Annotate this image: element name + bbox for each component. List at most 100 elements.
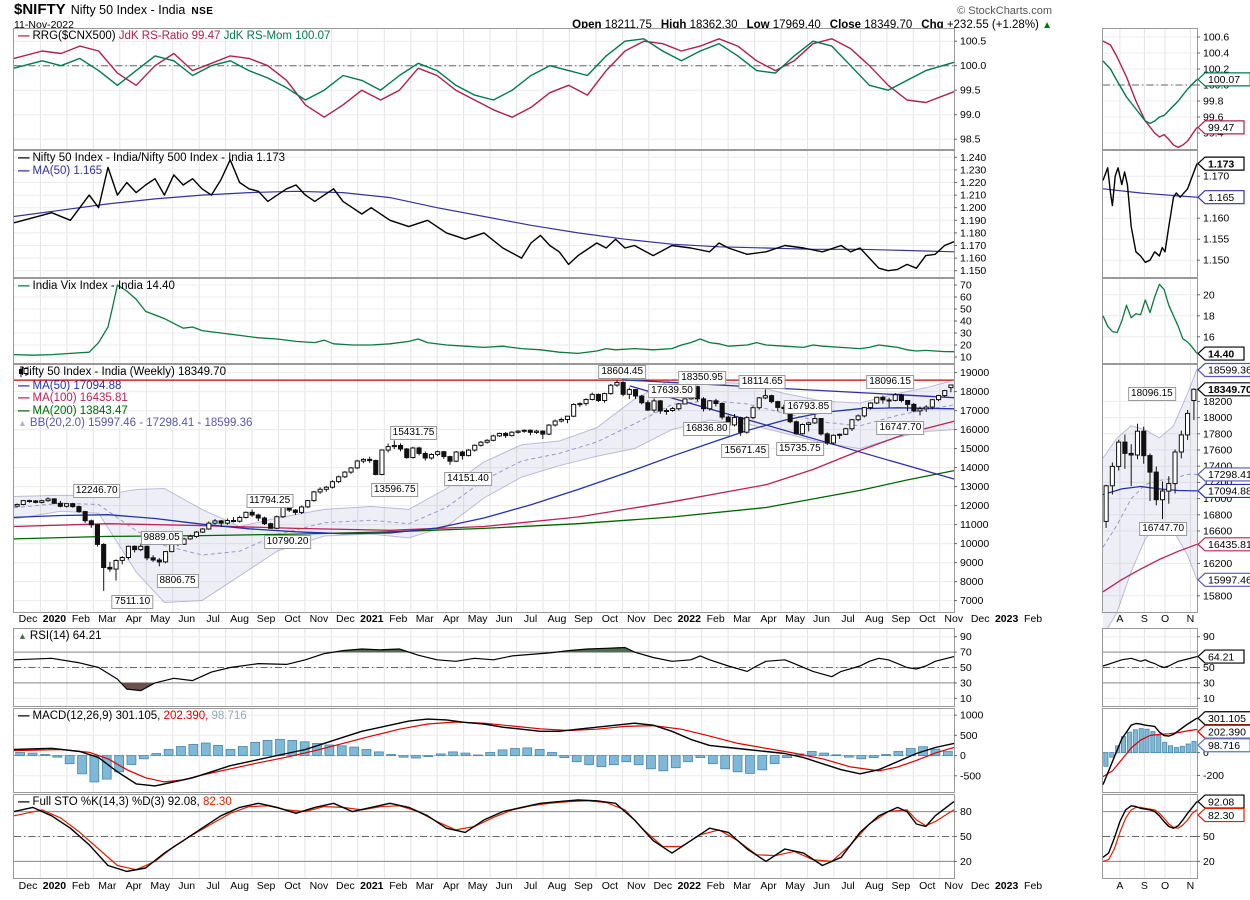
- x-axis-label: 2022: [677, 613, 701, 625]
- svg-text:15997.46: 15997.46: [1208, 575, 1250, 587]
- svg-text:1.150: 1.150: [1203, 255, 1229, 267]
- x-axis-label: Jul: [206, 880, 220, 892]
- panel-vix: 70 60 50 40 30 20 10— India Vix Index - India 1…: [13, 278, 972, 364]
- line-swatch-icon: —: [18, 30, 30, 42]
- x-axis-label: Oct: [284, 613, 301, 625]
- svg-text:20: 20: [1203, 289, 1215, 301]
- x-axis-label: 2021: [360, 613, 384, 625]
- stockcharts-copyright-link[interactable]: © StockCharts.com: [957, 5, 1052, 17]
- x-axis-label: Mar: [733, 880, 752, 892]
- svg-text:70: 70: [960, 280, 972, 292]
- x-axis-label: Feb: [1024, 613, 1043, 625]
- panel-macd: 1000 500 0 -500 — MACD(12,26,9) 301.105, 202.…: [13, 708, 984, 793]
- legend-text: 82.30: [202, 796, 232, 808]
- svg-text:202.390: 202.390: [1208, 726, 1246, 738]
- x-axis-label: Dec: [18, 880, 38, 892]
- x-axis-label-mini: A: [1116, 880, 1124, 892]
- svg-text:14000: 14000: [960, 462, 989, 474]
- x-axis-label: Nov: [627, 613, 646, 625]
- price-annotation: 16747.70: [1139, 522, 1188, 536]
- x-axis-label: Mar: [98, 880, 117, 892]
- svg-text:1.160: 1.160: [1203, 213, 1229, 225]
- x-axis-label-mini: N: [1186, 880, 1195, 892]
- x-axis-label: 2020: [42, 880, 67, 892]
- price-annotation: 13596.75: [370, 482, 419, 497]
- x-axis-label: Sep: [574, 613, 593, 625]
- panel-rsi-mini: 90 50 30 10 64.21: [1102, 628, 1245, 707]
- price-annotation: 18096.15: [866, 375, 914, 390]
- svg-text:1.190: 1.190: [960, 215, 986, 227]
- price-annotation: 15431.75: [389, 425, 438, 440]
- x-axis-label: Feb: [71, 613, 90, 625]
- x-axis-label: Jun: [178, 880, 196, 892]
- x-axis-row: Dec 2020 Feb Mar Apr May Jun Jul Aug Sep Oct Nov Dec…: [0, 880, 1250, 893]
- x-axis-label: Feb: [706, 880, 725, 892]
- svg-text:16200: 16200: [1203, 558, 1232, 570]
- x-axis-label: Apr: [443, 880, 460, 892]
- vix-mini-plot: 20 18 16 14.40: [1102, 279, 1245, 363]
- svg-text:18599.36: 18599.36: [1208, 365, 1250, 377]
- svg-text:8000: 8000: [960, 576, 984, 588]
- line-swatch-icon: —: [18, 404, 30, 417]
- svg-text:1.210: 1.210: [960, 190, 986, 202]
- svg-text:82.30: 82.30: [1208, 810, 1234, 822]
- svg-text:100.5: 100.5: [960, 36, 986, 48]
- legend-text: Nifty 50 Index - India (Weekly) 18349.70: [21, 366, 226, 378]
- svg-text:1.220: 1.220: [960, 177, 986, 189]
- legend-rsi: ▲ RSI(14) 64.21: [18, 630, 102, 643]
- svg-text:64.21: 64.21: [1208, 651, 1234, 663]
- svg-text:99.5: 99.5: [960, 85, 981, 97]
- macd-plot: 1000 500 0 -500: [13, 709, 984, 792]
- x-axis-label: Nov: [309, 613, 329, 625]
- x-axis-label: Jul: [523, 880, 538, 892]
- x-axis-label: Jul: [841, 880, 855, 892]
- svg-text:18: 18: [1203, 310, 1215, 322]
- svg-text:50: 50: [960, 304, 972, 316]
- x-axis-label: Aug: [230, 613, 249, 625]
- x-axis-label: May: [785, 613, 805, 625]
- price-annotation: 15671.45: [721, 443, 770, 458]
- chg-up-arrow-icon: ▲: [1042, 20, 1052, 31]
- panel-sto-mini: 50 20 92.08 82.30: [1102, 794, 1245, 879]
- legend-text: MA(100) 16435.81: [32, 392, 128, 404]
- x-axis-label: Jul: [206, 613, 220, 625]
- legend-text: MACD(12,26,9) 301.105,: [32, 710, 164, 722]
- x-axis-label: Jun: [813, 880, 830, 892]
- svg-text:50: 50: [1203, 831, 1215, 843]
- x-axis-label: Mar: [415, 613, 434, 625]
- svg-text:11000: 11000: [960, 519, 989, 531]
- legend-macd: — MACD(12,26,9) 301.105, 202.390, 98.716: [18, 710, 247, 723]
- x-axis-label: 2023: [994, 613, 1019, 625]
- x-axis-label-mini: S: [1140, 613, 1148, 625]
- x-axis-label: May: [785, 880, 805, 892]
- exchange: NSE: [191, 6, 214, 17]
- x-axis-label: Mar: [98, 613, 117, 625]
- svg-text:16435.81: 16435.81: [1208, 539, 1250, 551]
- x-axis-label: Apr: [125, 880, 142, 892]
- x-axis-label-mini: A: [1116, 613, 1124, 625]
- svg-text:1.165: 1.165: [1208, 192, 1234, 204]
- x-axis-label-mini: N: [1186, 613, 1195, 625]
- x-axis-label: Sep: [891, 613, 911, 625]
- x-axis-label: Feb: [1024, 880, 1043, 892]
- x-axis-label: Aug: [547, 880, 567, 892]
- svg-text:80: 80: [960, 806, 972, 818]
- svg-text:19000: 19000: [960, 367, 989, 379]
- line-swatch-icon: —: [18, 280, 30, 292]
- legend-text: 98.716: [211, 710, 247, 722]
- x-axis-label: May: [150, 880, 171, 892]
- panel-price: 19000 18000 17000 16000 15000 14000 13000 12000…: [13, 364, 989, 613]
- area-swatch-icon: ▲: [18, 631, 27, 641]
- x-axis-label: Dec: [653, 880, 673, 892]
- svg-text:15000: 15000: [960, 443, 989, 455]
- sto-plot: 80 50 20: [13, 795, 972, 878]
- price-annotation: 9889.05: [140, 530, 183, 545]
- svg-text:18000: 18000: [960, 386, 989, 398]
- x-axis-label: Jul: [523, 613, 538, 625]
- svg-text:14.40: 14.40: [1208, 348, 1234, 360]
- legend-text: BB(20,2.0) 15997.46 - 17298.41 - 18599.3…: [29, 417, 253, 429]
- svg-text:50: 50: [1203, 662, 1215, 674]
- svg-text:0: 0: [960, 750, 966, 762]
- svg-text:1.150: 1.150: [960, 265, 986, 277]
